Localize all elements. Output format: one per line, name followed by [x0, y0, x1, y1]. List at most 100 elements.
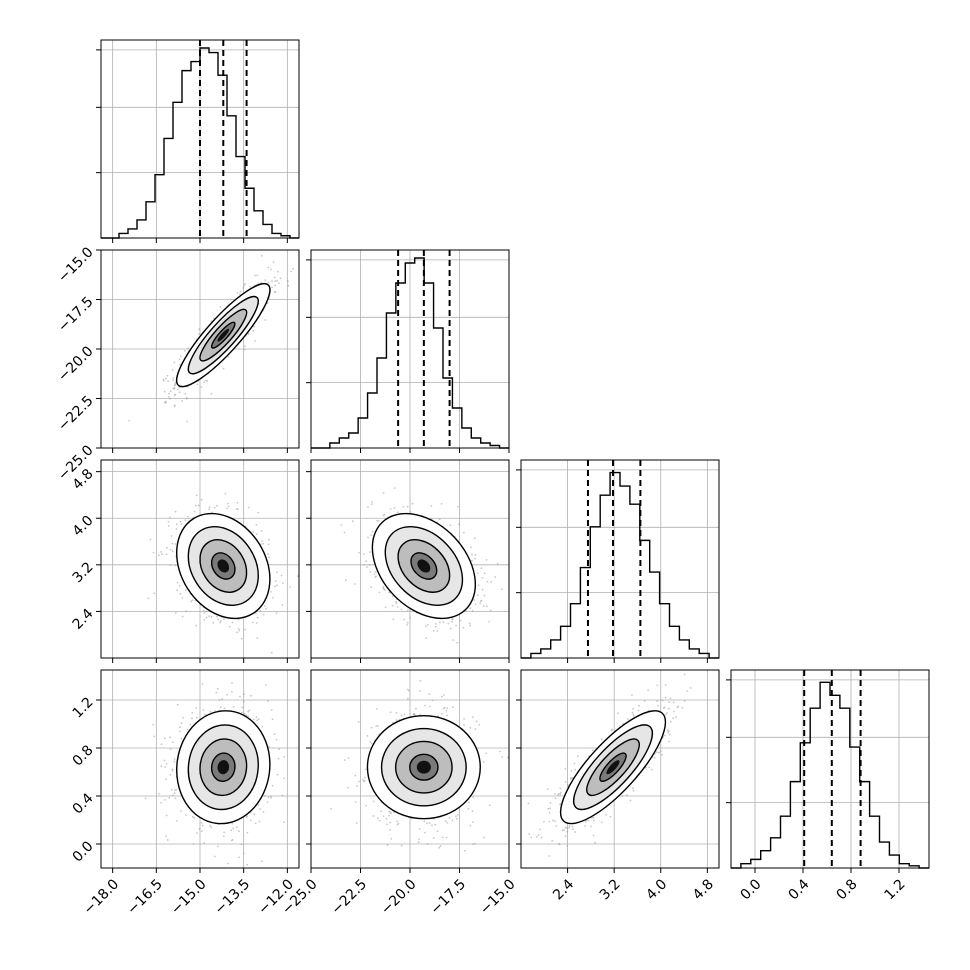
- sample-point: [434, 623, 437, 625]
- sample-point: [179, 592, 182, 595]
- sample-point: [243, 284, 246, 287]
- sample-point: [163, 759, 166, 762]
- sample-point: [184, 519, 187, 522]
- sample-point: [501, 588, 503, 591]
- sample-point: [227, 505, 230, 508]
- sample-point: [171, 769, 174, 772]
- sample-point: [205, 616, 208, 619]
- sample-point: [283, 777, 285, 780]
- sample-point: [406, 505, 409, 508]
- sample-point: [449, 524, 452, 527]
- sample-point: [667, 731, 669, 734]
- sample-point: [158, 554, 160, 557]
- sample-point: [485, 559, 488, 561]
- sample-point: [193, 510, 196, 513]
- density-peak: [217, 559, 230, 573]
- sample-point: [259, 808, 261, 810]
- sample-point: [494, 576, 497, 578]
- sample-point: [264, 319, 267, 321]
- sample-point: [378, 591, 381, 594]
- sample-point: [402, 618, 405, 621]
- histogram-1: [311, 257, 509, 449]
- sample-point: [376, 519, 378, 522]
- sample-point: [210, 615, 213, 618]
- sample-point: [208, 615, 211, 618]
- sample-point: [389, 821, 391, 824]
- sample-point: [473, 537, 476, 540]
- sample-point: [560, 791, 562, 794]
- sample-point: [442, 621, 445, 623]
- sample-point: [222, 367, 225, 370]
- sample-point: [297, 575, 299, 577]
- sample-point: [254, 822, 257, 825]
- sample-point: [383, 513, 386, 516]
- sample-point: [202, 609, 205, 612]
- sample-point: [159, 802, 162, 804]
- sample-point: [249, 819, 252, 822]
- sample-point: [276, 279, 279, 282]
- sample-point: [464, 849, 466, 852]
- sample-point: [656, 751, 658, 753]
- density-peak: [416, 760, 431, 774]
- sample-point: [222, 835, 225, 838]
- sample-point: [178, 585, 181, 587]
- sample-point: [237, 628, 240, 630]
- sample-point: [174, 612, 177, 614]
- sample-point: [239, 290, 242, 293]
- sample-point: [449, 627, 452, 630]
- sample-point: [375, 708, 378, 710]
- sample-point: [175, 523, 178, 526]
- sample-point: [672, 717, 675, 719]
- sample-point: [463, 718, 465, 720]
- sample-point: [567, 784, 569, 786]
- sample-point: [668, 701, 670, 703]
- sample-point: [393, 487, 396, 490]
- sample-point: [397, 822, 400, 825]
- sample-point: [215, 504, 218, 507]
- sample-point: [241, 706, 244, 709]
- sample-point: [373, 573, 376, 575]
- sample-point: [275, 612, 278, 615]
- sample-point: [243, 712, 246, 715]
- sample-point: [486, 605, 488, 608]
- sample-point: [438, 518, 441, 521]
- sample-point: [174, 510, 177, 513]
- sample-point: [474, 557, 476, 560]
- sample-point: [217, 618, 220, 621]
- sample-point: [456, 641, 459, 644]
- sample-point: [455, 817, 458, 820]
- sample-point: [436, 830, 439, 832]
- sample-point: [164, 377, 167, 380]
- sample-point: [451, 620, 453, 623]
- sample-point: [457, 505, 459, 508]
- sample-point: [215, 615, 218, 618]
- sample-point: [200, 498, 203, 501]
- sample-point: [530, 836, 533, 839]
- sample-point: [272, 596, 274, 599]
- sample-point: [171, 550, 174, 553]
- sample-point: [278, 748, 281, 751]
- sample-point: [396, 606, 399, 608]
- sample-point: [600, 738, 603, 741]
- sample-point: [210, 826, 213, 829]
- sample-point: [174, 543, 177, 545]
- sample-point: [415, 707, 417, 710]
- sample-point: [366, 735, 369, 737]
- sample-point: [365, 768, 367, 771]
- sample-point: [392, 618, 395, 621]
- sample-point: [252, 718, 255, 721]
- sample-point: [170, 535, 173, 537]
- sample-point: [358, 780, 360, 783]
- sample-point: [554, 797, 557, 800]
- sample-point: [173, 792, 176, 795]
- sample-point: [472, 796, 474, 799]
- sample-point: [264, 795, 266, 797]
- sample-point: [210, 392, 213, 395]
- sample-point: [262, 811, 265, 813]
- sample-point: [147, 597, 150, 600]
- sample-point: [178, 730, 181, 733]
- sample-point: [386, 844, 389, 846]
- sample-point: [485, 752, 487, 755]
- sample-point: [369, 551, 371, 553]
- sample-point: [365, 804, 367, 807]
